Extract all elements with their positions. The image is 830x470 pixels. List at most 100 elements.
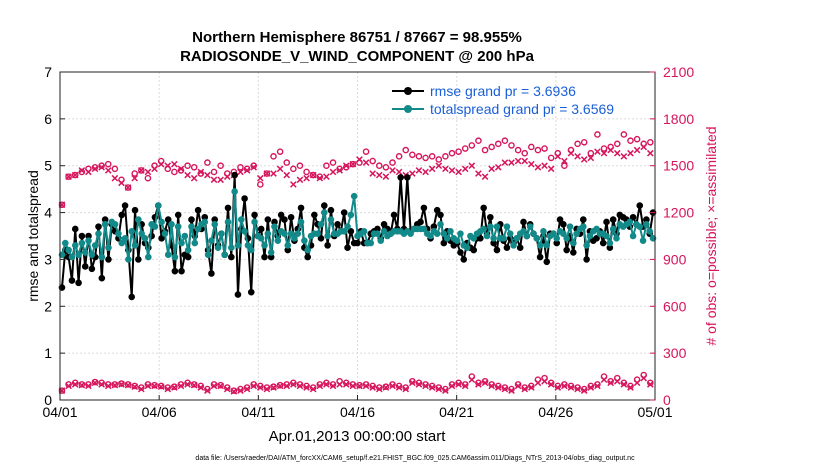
y-tick-label-left: 5 bbox=[44, 158, 52, 174]
obs-assimilated-marker bbox=[567, 384, 575, 391]
obs-possible-marker bbox=[528, 143, 535, 151]
obs-assimilated-marker bbox=[98, 381, 105, 388]
totalspread-point bbox=[523, 232, 531, 240]
totalspread-point bbox=[267, 249, 275, 256]
obs-assimilated-marker bbox=[442, 165, 449, 173]
obs-assimilated-marker bbox=[276, 165, 284, 173]
obs-assimilated-marker bbox=[594, 148, 601, 155]
obs-assimilated-marker bbox=[256, 384, 264, 391]
obs-assimilated-marker bbox=[290, 181, 297, 188]
totalspread-point bbox=[211, 220, 219, 228]
obs-possible-marker bbox=[534, 146, 542, 154]
rmse-point bbox=[560, 220, 567, 228]
obs-assimilated-marker bbox=[85, 168, 92, 176]
obs-assimilated-marker bbox=[455, 168, 462, 176]
obs-assimilated-marker bbox=[587, 154, 595, 162]
totalspread-point bbox=[297, 218, 305, 226]
rmse-point bbox=[81, 263, 89, 270]
obs-assimilated-marker bbox=[243, 167, 251, 174]
obs-assimilated-marker bbox=[190, 381, 198, 389]
obs-assimilated-marker bbox=[534, 163, 542, 171]
obs-possible-marker bbox=[124, 184, 132, 191]
rmse-point bbox=[324, 242, 331, 249]
x-tick-label: 05/01 bbox=[637, 404, 672, 420]
rmse-point bbox=[437, 211, 444, 219]
obs-assimilated-marker bbox=[223, 385, 231, 393]
rmse-point bbox=[520, 218, 527, 226]
obs-possible-marker bbox=[521, 149, 529, 157]
rmse-point bbox=[121, 202, 129, 209]
obs-assimilated-marker bbox=[204, 387, 211, 394]
rmse-point bbox=[583, 256, 590, 263]
obs-assimilated-marker bbox=[501, 385, 509, 393]
obs-assimilated-marker bbox=[448, 167, 456, 174]
totalspread-point bbox=[228, 244, 235, 252]
obs-assimilated-marker bbox=[494, 163, 502, 171]
rmse-point bbox=[297, 204, 305, 212]
totalspread-point bbox=[533, 235, 541, 242]
x-tick-label: 04/21 bbox=[439, 404, 474, 420]
totalspread-point bbox=[350, 192, 358, 200]
obs-assimilated-marker bbox=[422, 382, 429, 390]
totalspread-point bbox=[88, 251, 96, 259]
obs-assimilated-marker bbox=[627, 384, 634, 391]
obs-assimilated-marker bbox=[342, 162, 350, 170]
rmse-point bbox=[171, 267, 179, 275]
obs-assimilated-marker bbox=[574, 385, 581, 393]
y-tick-label-right: 900 bbox=[663, 251, 687, 267]
legend-rmse-marker bbox=[404, 87, 412, 95]
chart-title-line2: RADIOSONDE_V_WIND_COMPONENT @ 200 hPa bbox=[180, 48, 535, 65]
x-tick-label: 04/16 bbox=[340, 404, 375, 420]
obs-possible-marker bbox=[375, 162, 383, 170]
obs-assimilated-marker bbox=[646, 381, 654, 388]
obs-assimilated-marker bbox=[468, 376, 476, 384]
obs-assimilated-marker bbox=[144, 168, 152, 176]
rmse-point bbox=[164, 216, 172, 223]
obs-assimilated-marker bbox=[171, 384, 178, 391]
obs-assimilated-marker bbox=[217, 382, 224, 390]
totalspread-point bbox=[75, 251, 82, 259]
totalspread-point bbox=[71, 242, 79, 249]
obs-assimilated-marker bbox=[316, 174, 324, 182]
totalspread-point bbox=[171, 253, 179, 261]
obs-assimilated-marker bbox=[111, 174, 119, 182]
obs-possible-marker bbox=[627, 137, 634, 145]
rmse-point bbox=[257, 225, 265, 233]
obs-assimilated-marker bbox=[428, 165, 436, 173]
obs-possible-marker bbox=[508, 142, 515, 149]
obs-possible-marker bbox=[71, 171, 79, 179]
obs-assimilated-marker bbox=[362, 159, 370, 166]
totalspread-point bbox=[629, 232, 637, 240]
y-axis-label-right: # of obs: o=possible; ×=assimilated bbox=[703, 126, 719, 345]
totalspread-point bbox=[433, 230, 441, 237]
totalspread-point bbox=[221, 251, 228, 259]
obs-assimilated-marker bbox=[382, 384, 390, 391]
rmse-point bbox=[480, 204, 487, 212]
totalspread-point bbox=[231, 188, 238, 195]
totalspread-point bbox=[208, 237, 215, 244]
totalspread-point bbox=[427, 232, 434, 240]
totalspread-point bbox=[566, 223, 574, 230]
totalspread-point bbox=[593, 225, 600, 233]
obs-assimilated-marker bbox=[85, 382, 92, 390]
obs-assimilated-marker bbox=[607, 379, 614, 387]
obs-possible-marker bbox=[309, 171, 317, 179]
rmse-point bbox=[440, 239, 448, 247]
totalspread-point bbox=[138, 230, 145, 237]
obs-possible-marker bbox=[514, 146, 522, 154]
totalspread-point bbox=[224, 218, 232, 226]
obs-possible-marker bbox=[91, 378, 99, 386]
obs-assimilated-marker bbox=[184, 381, 191, 388]
totalspread-point bbox=[540, 228, 547, 235]
y-tick-label-right: 1500 bbox=[663, 158, 694, 174]
obs-possible-marker bbox=[448, 149, 456, 157]
totalspread-point bbox=[526, 223, 534, 230]
obs-assimilated-marker bbox=[65, 382, 72, 390]
y-tick-label-right: 0 bbox=[663, 392, 671, 408]
obs-assimilated-marker bbox=[197, 168, 205, 176]
obs-assimilated-marker bbox=[276, 382, 284, 390]
totalspread-point bbox=[118, 239, 126, 247]
rmse-point bbox=[231, 171, 238, 179]
totalspread-point bbox=[550, 230, 557, 237]
